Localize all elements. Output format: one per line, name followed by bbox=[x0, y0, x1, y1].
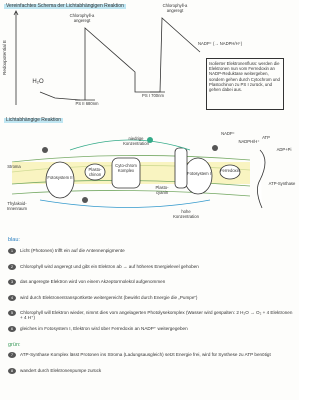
label: NADP⁺ (→ NADPH/H⁺) bbox=[198, 41, 243, 46]
drawings bbox=[11, 10, 266, 209]
header-title: Vereinfachtes Schema der Lichtabhängigen… bbox=[4, 3, 126, 10]
step-text: ATP-Synthase Komplex lässt Protonen ins … bbox=[20, 352, 271, 357]
step-number: 7 bbox=[8, 352, 16, 358]
step-text: Chlorophyll will Elektron wieder, nimmt … bbox=[20, 310, 293, 321]
step-number: 5 bbox=[8, 310, 16, 316]
step-text: Licht (Photonen) trifft ein auf die Ante… bbox=[20, 248, 125, 253]
membrane-diagram bbox=[11, 137, 266, 209]
label: Chlorophyll-a angeregt bbox=[69, 13, 95, 23]
label: Ferredoxin bbox=[219, 168, 240, 173]
step-number: 8 bbox=[8, 368, 16, 374]
label: NADPH/H⁺ bbox=[238, 139, 260, 144]
step-number: 3 bbox=[8, 279, 16, 285]
step: 8 wandert durch Elektronenpumpe zurück bbox=[8, 368, 293, 374]
notes-page: Vereinfachtes Schema der Lichtabhängigen… bbox=[2, 3, 296, 374]
step-text: das angeregte Elektron wird von einem Ak… bbox=[20, 279, 166, 284]
step-text: Chlorophyll wird angeregt und gibt ein E… bbox=[20, 263, 199, 269]
label: Plasto-chinon bbox=[88, 167, 102, 177]
step: 7 ATP-Synthase Komplex lässt Protonen ins… bbox=[8, 352, 293, 358]
label: PS I 700nm bbox=[142, 93, 164, 98]
step: 5 Chlorophyll will Elektron wieder, nimmt… bbox=[8, 310, 293, 320]
legend-blue: blau: bbox=[8, 237, 20, 243]
axis-label: Redoxpotential E bbox=[2, 40, 7, 75]
step-text: gleiches im Fotosystem I, Elektron wird … bbox=[20, 325, 188, 331]
label: Chlorophyll-a angeregt bbox=[162, 3, 188, 13]
label: hohe Konzentration bbox=[173, 209, 199, 219]
label: ATP bbox=[262, 135, 270, 140]
label: Fotosystem II bbox=[47, 175, 73, 180]
label: PS II 680nm bbox=[75, 101, 99, 106]
step: 6 gleiches im Fotosystem I, Elektron wird… bbox=[8, 325, 293, 332]
note-box: Isolierter Elektronenfluss: werden die E… bbox=[206, 58, 284, 110]
label: NADP⁺ bbox=[221, 131, 235, 136]
section-title: Lichtabhängige Reaktion bbox=[4, 117, 64, 124]
label: Stroma bbox=[7, 164, 21, 169]
step: 3 das angeregte Elektron wird von einem A… bbox=[8, 279, 293, 285]
step-number: 1 bbox=[8, 248, 16, 254]
energy-diagram bbox=[13, 10, 201, 105]
step: 2 Chlorophyll wird angeregt und gibt ein … bbox=[8, 263, 293, 270]
label: Plasto-cyanin bbox=[155, 185, 169, 195]
step-number: 2 bbox=[8, 263, 16, 270]
label: H₂O bbox=[32, 79, 44, 85]
label: Cyto-chrom Komplex bbox=[115, 163, 137, 173]
legend-green: grün: bbox=[8, 342, 21, 348]
label: Thylakoid-Innenraum bbox=[6, 201, 28, 211]
step-text: wird durch Elektronentransportkette weit… bbox=[20, 294, 198, 300]
step-number: 6 bbox=[8, 325, 16, 332]
step-number: 4 bbox=[8, 294, 16, 301]
step-text: wandert durch Elektronenpumpe zurück bbox=[20, 368, 102, 373]
label: niedrige Konzentration bbox=[123, 136, 149, 146]
label: Fotosystem I bbox=[187, 171, 211, 176]
label: ATP-Synthase bbox=[268, 181, 296, 186]
label: ADP+Pi bbox=[276, 147, 292, 152]
step: 4 wird durch Elektronentransportkette wei… bbox=[8, 294, 293, 301]
step: 1 Licht (Photonen) trifft ein auf die Ant… bbox=[8, 248, 293, 254]
